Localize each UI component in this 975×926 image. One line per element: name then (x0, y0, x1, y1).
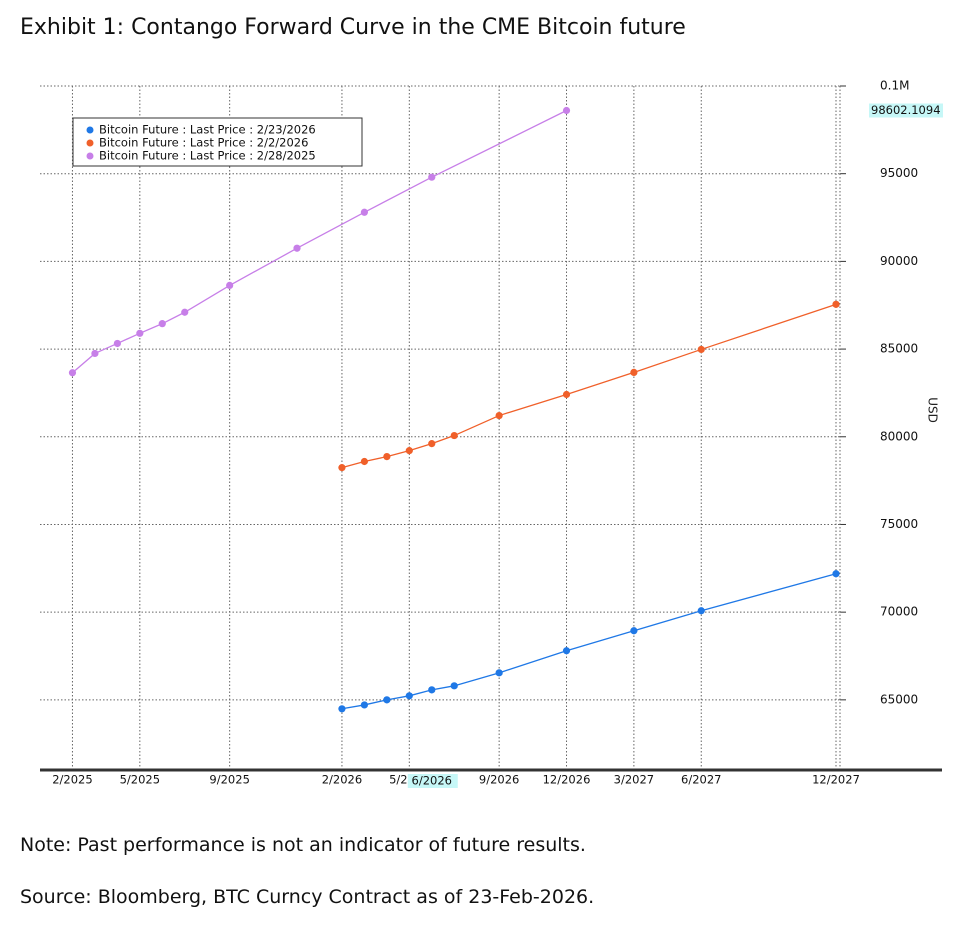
data-point (630, 627, 638, 635)
x-tick-label: 2/2025 (52, 773, 92, 787)
legend-marker (86, 152, 94, 160)
legend-marker (86, 139, 94, 147)
chart-title: Exhibit 1: Contango Forward Curve in the… (20, 15, 686, 40)
legend-label: Bitcoin Future : Last Price : 2/28/2025 (99, 149, 316, 163)
x-tick-label: 12/2027 (812, 773, 860, 787)
data-point (832, 570, 840, 578)
chart: Exhibit 1: Contango Forward Curve in the… (20, 15, 943, 788)
data-point (360, 457, 368, 466)
data-point (360, 208, 368, 216)
data-point (697, 345, 705, 354)
y-tick-label: 65000 (880, 692, 918, 706)
data-point (428, 440, 436, 448)
data-point (428, 173, 436, 181)
x-tick-label: 9/2025 (209, 773, 249, 787)
data-point (383, 452, 391, 461)
data-point (405, 447, 413, 455)
y-tick-label: 0.1M (880, 79, 909, 93)
y-tick-label: 85000 (880, 342, 918, 356)
data-point (293, 244, 301, 252)
data-point (562, 647, 571, 655)
y-tick-label: 70000 (880, 605, 918, 619)
data-point (450, 682, 458, 690)
data-point (495, 411, 503, 420)
source: Source: Bloomberg, BTC Curncy Contract a… (20, 886, 595, 908)
series-line (341, 573, 837, 710)
x-tick-label: 6/2027 (681, 773, 721, 787)
x-tick-label: 5/2025 (120, 773, 160, 787)
data-point (450, 431, 458, 440)
data-point (158, 320, 166, 328)
data-point (226, 281, 234, 290)
last-value-box (869, 103, 943, 118)
data-point (91, 349, 99, 358)
y-axis-label: USD (926, 397, 940, 423)
y-tick-label: 80000 (880, 429, 918, 443)
data-point (630, 368, 638, 377)
data-point (360, 701, 368, 709)
x-tick-label: 9/2026 (479, 773, 519, 787)
data-point (428, 686, 436, 694)
data-point (181, 308, 189, 316)
cursor-label: 6/2026 (412, 774, 452, 788)
legend-label: Bitcoin Future : Last Price : 2/2/2026 (99, 136, 308, 150)
data-point (405, 692, 413, 700)
data-point (338, 464, 346, 472)
data-point (562, 390, 571, 399)
data-point (113, 339, 121, 348)
data-point (68, 369, 77, 377)
legend-marker (86, 126, 94, 134)
data-point (562, 106, 571, 115)
data-point (338, 705, 346, 713)
series-line (341, 303, 837, 469)
x-tick-label: 2/2026 (322, 773, 362, 787)
x-tick-label: 12/2026 (543, 773, 591, 787)
legend-box (72, 117, 363, 167)
note: Note: Past performance is not an indicat… (20, 834, 586, 856)
x-tick-label: 3/2027 (614, 773, 654, 787)
data-point (495, 669, 503, 677)
y-tick-label: 95000 (880, 166, 918, 180)
legend: Bitcoin Future : Last Price : 2/23/2026B… (72, 117, 363, 167)
y-tick-label: 90000 (880, 254, 918, 268)
data-point (383, 696, 391, 704)
data-point (697, 607, 705, 615)
y-tick-label: 75000 (880, 517, 918, 531)
cursor-label-box (407, 774, 458, 788)
data-point (136, 329, 144, 337)
data-point (832, 300, 840, 308)
last-value-label: 98602.1094 (871, 103, 941, 117)
legend-label: Bitcoin Future : Last Price : 2/23/2026 (99, 123, 316, 137)
